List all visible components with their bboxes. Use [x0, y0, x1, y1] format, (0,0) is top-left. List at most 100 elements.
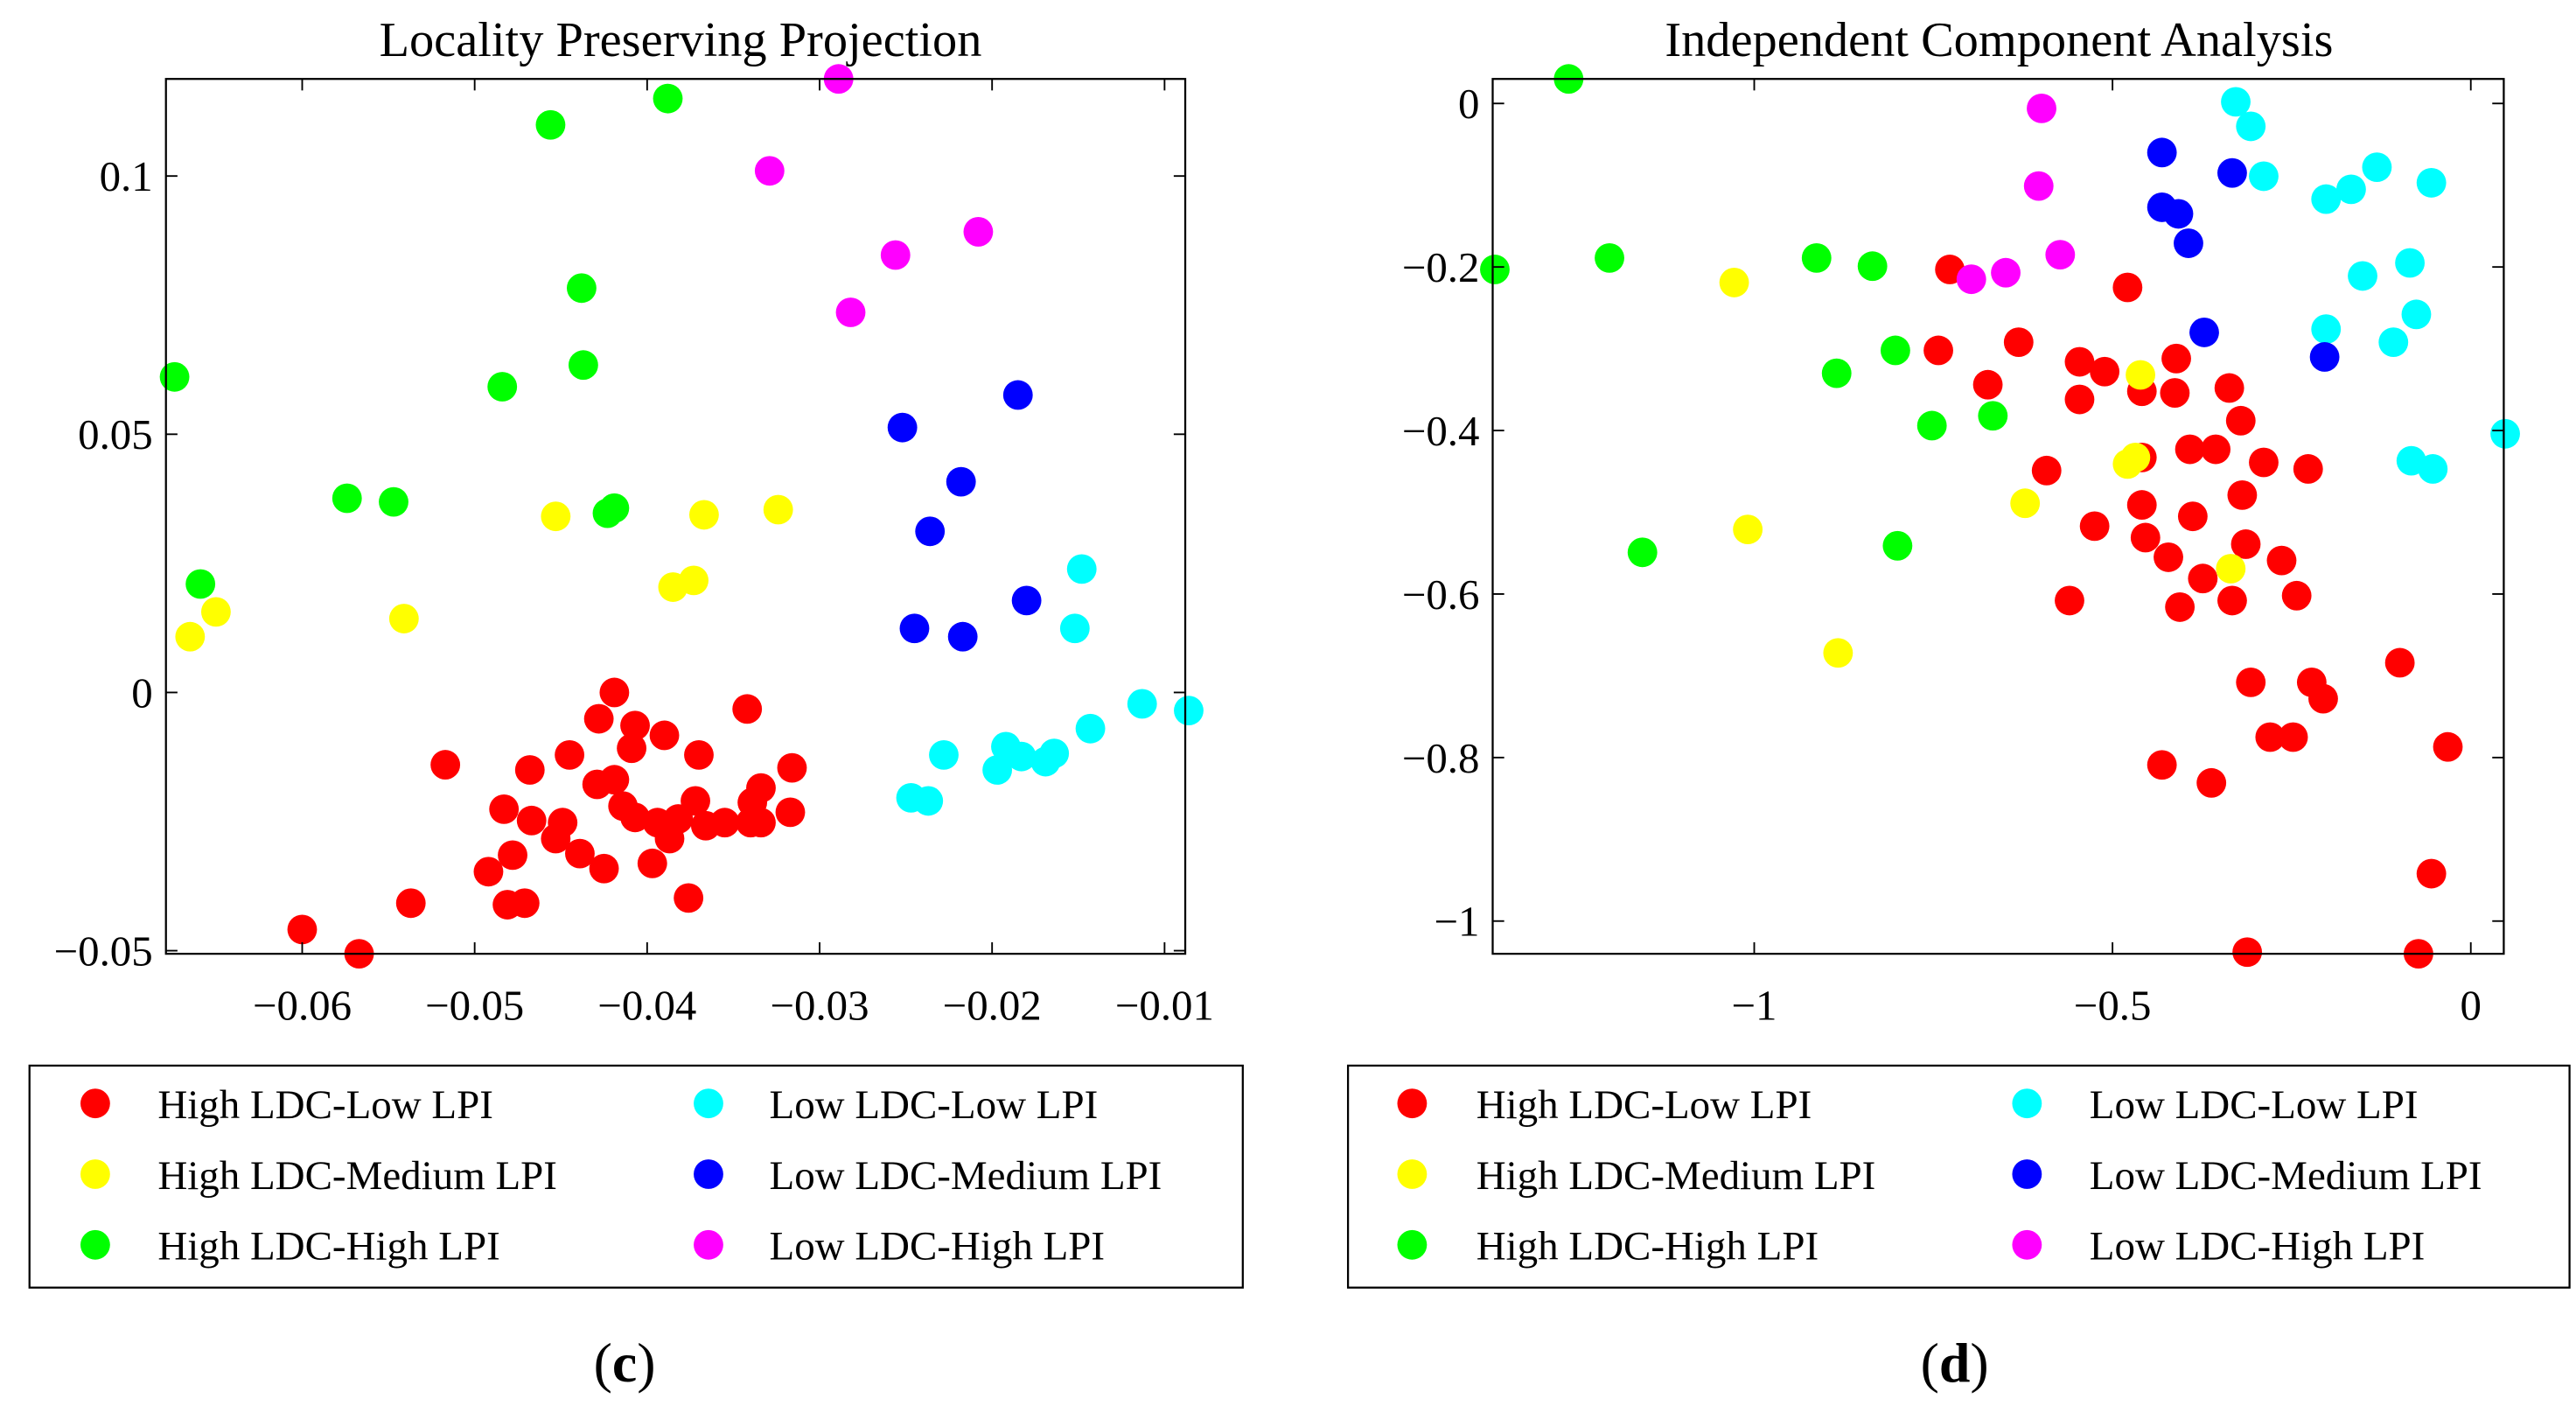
point-high-ldc-low-lpi	[2227, 479, 2258, 510]
legend-marker	[2012, 1088, 2042, 1119]
point-high-ldc-low-lpi	[1972, 369, 2003, 400]
point-high-ldc-low-lpi	[2278, 722, 2308, 752]
point-high-ldc-high-lpi	[653, 83, 683, 114]
point-low-ldc-medium-lpi	[2217, 157, 2247, 188]
point-high-ldc-low-lpi	[516, 805, 547, 836]
point-high-ldc-low-lpi	[582, 769, 612, 800]
y-tick-label: −1	[1434, 898, 1479, 946]
legend-label: High LDC-Medium LPI	[1476, 1153, 1876, 1199]
point-high-ldc-medium-lpi	[175, 621, 206, 652]
point-high-ldc-high-lpi	[1627, 537, 1658, 568]
point-high-ldc-high-lpi	[568, 350, 598, 381]
point-high-ldc-low-lpi	[620, 710, 650, 741]
point-low-ldc-low-lpi	[2249, 161, 2279, 192]
y-tick-label: −0.2	[1402, 243, 1480, 291]
point-low-ldc-medium-lpi	[2147, 137, 2177, 168]
point-low-ldc-medium-lpi	[899, 613, 930, 644]
point-high-ldc-medium-lpi	[1733, 514, 1763, 545]
point-high-ldc-low-lpi	[709, 808, 740, 838]
point-high-ldc-low-lpi	[2433, 731, 2463, 762]
point-high-ldc-low-lpi	[2293, 454, 2323, 484]
legend-label: High LDC-Low LPI	[157, 1082, 493, 1128]
legend-marker	[80, 1229, 110, 1260]
point-low-ldc-low-lpi	[2395, 248, 2426, 278]
legend-marker	[694, 1159, 723, 1189]
point-low-ldc-high-lpi	[880, 240, 911, 270]
y-tick-label: 0.1	[100, 152, 153, 200]
legend-marker	[694, 1088, 723, 1119]
point-low-ldc-low-lpi	[913, 786, 944, 816]
x-tick-label: −0.05	[425, 981, 524, 1029]
x-tick-label: −0.04	[597, 981, 696, 1029]
point-high-ldc-medium-lpi	[688, 500, 719, 530]
point-low-ldc-low-lpi	[929, 739, 959, 770]
point-low-ldc-high-lpi	[754, 156, 785, 186]
point-high-ldc-low-lpi	[2225, 405, 2256, 436]
legend-box	[1346, 1064, 2571, 1289]
point-low-ldc-low-lpi	[2236, 111, 2266, 142]
point-high-ldc-low-lpi	[565, 838, 595, 869]
legend-label: High LDC-Medium LPI	[157, 1153, 557, 1199]
legend-marker	[1397, 1088, 1428, 1119]
point-high-ldc-low-lpi	[2165, 591, 2196, 622]
point-high-ldc-low-lpi	[2281, 580, 2312, 611]
point-high-ldc-high-lpi	[332, 483, 362, 514]
point-high-ldc-high-lpi	[566, 273, 597, 304]
point-high-ldc-low-lpi	[395, 888, 426, 919]
legend-label: Low LDC-Medium LPI	[770, 1153, 1162, 1199]
point-low-ldc-medium-lpi	[946, 466, 976, 497]
point-high-ldc-high-lpi	[1880, 335, 1910, 366]
point-high-ldc-low-lpi	[2147, 750, 2177, 780]
point-high-ldc-low-lpi	[489, 794, 520, 824]
x-tick-label: −0.5	[2074, 981, 2152, 1029]
point-high-ldc-low-lpi	[498, 840, 527, 871]
legend-marker	[1397, 1159, 1428, 1189]
point-high-ldc-low-lpi	[555, 739, 585, 770]
legend-label: Low LDC-Low LPI	[770, 1082, 1099, 1128]
point-high-ldc-low-lpi	[2175, 434, 2205, 465]
point-high-ldc-low-lpi	[2160, 378, 2190, 408]
point-high-ldc-low-lpi	[599, 677, 630, 708]
point-high-ldc-low-lpi	[2090, 356, 2120, 387]
point-low-ldc-low-lpi	[1174, 696, 1204, 726]
point-high-ldc-low-lpi	[2236, 667, 2266, 697]
point-low-ldc-low-lpi	[2378, 327, 2409, 358]
point-high-ldc-high-lpi	[1978, 401, 2008, 431]
legend-label: Low LDC-High LPI	[770, 1224, 1106, 1270]
point-high-ldc-high-lpi	[535, 109, 566, 140]
y-tick-label: −0.4	[1402, 407, 1480, 455]
panel-label-c: (c)	[594, 1332, 656, 1394]
point-high-ldc-low-lpi	[777, 752, 807, 783]
point-high-ldc-medium-lpi	[2126, 360, 2155, 390]
point-low-ldc-medium-lpi	[1011, 585, 1042, 616]
point-high-ldc-low-lpi	[674, 883, 704, 913]
point-high-ldc-medium-lpi	[388, 604, 419, 633]
point-high-ldc-low-lpi	[746, 808, 776, 838]
point-high-ldc-low-lpi	[583, 703, 614, 734]
point-high-ldc-low-lpi	[2230, 529, 2261, 559]
point-high-ldc-high-lpi	[159, 361, 190, 392]
point-high-ldc-medium-lpi	[200, 597, 231, 627]
point-low-ldc-low-lpi	[1066, 554, 1097, 584]
point-high-ldc-low-lpi	[2196, 767, 2227, 798]
legend-label: High LDC-Low LPI	[1476, 1082, 1812, 1128]
point-low-ldc-high-lpi	[1991, 257, 2021, 288]
legend-0: High LDC-Low LPI High LDC-Medium LPI High …	[28, 1064, 1244, 1289]
point-high-ldc-medium-lpi	[2216, 554, 2246, 584]
point-high-ldc-medium-lpi	[541, 501, 571, 532]
point-low-ldc-high-lpi	[1956, 264, 1986, 295]
point-high-ldc-low-lpi	[2416, 858, 2447, 889]
legend-label: Low LDC-High LPI	[2090, 1224, 2426, 1270]
point-low-ldc-high-lpi	[2023, 171, 2054, 201]
point-high-ldc-low-lpi	[684, 739, 714, 770]
point-high-ldc-low-lpi	[514, 755, 545, 785]
point-low-ldc-low-lpi	[2490, 418, 2520, 449]
point-high-ldc-high-lpi	[1857, 251, 1888, 282]
plot-0: −0.06 −0.05 −0.04 −0.03 −0.02 −0.01 −0.05 0 0.05…	[54, 64, 1214, 1029]
y-tick-label: −0.05	[54, 927, 153, 976]
x-tick-label: 0	[2461, 981, 2482, 1029]
point-low-ldc-high-lpi	[835, 297, 866, 327]
point-high-ldc-low-lpi	[1923, 335, 1953, 366]
point-high-ldc-low-lpi	[620, 802, 650, 833]
point-low-ldc-low-lpi	[2416, 167, 2447, 198]
